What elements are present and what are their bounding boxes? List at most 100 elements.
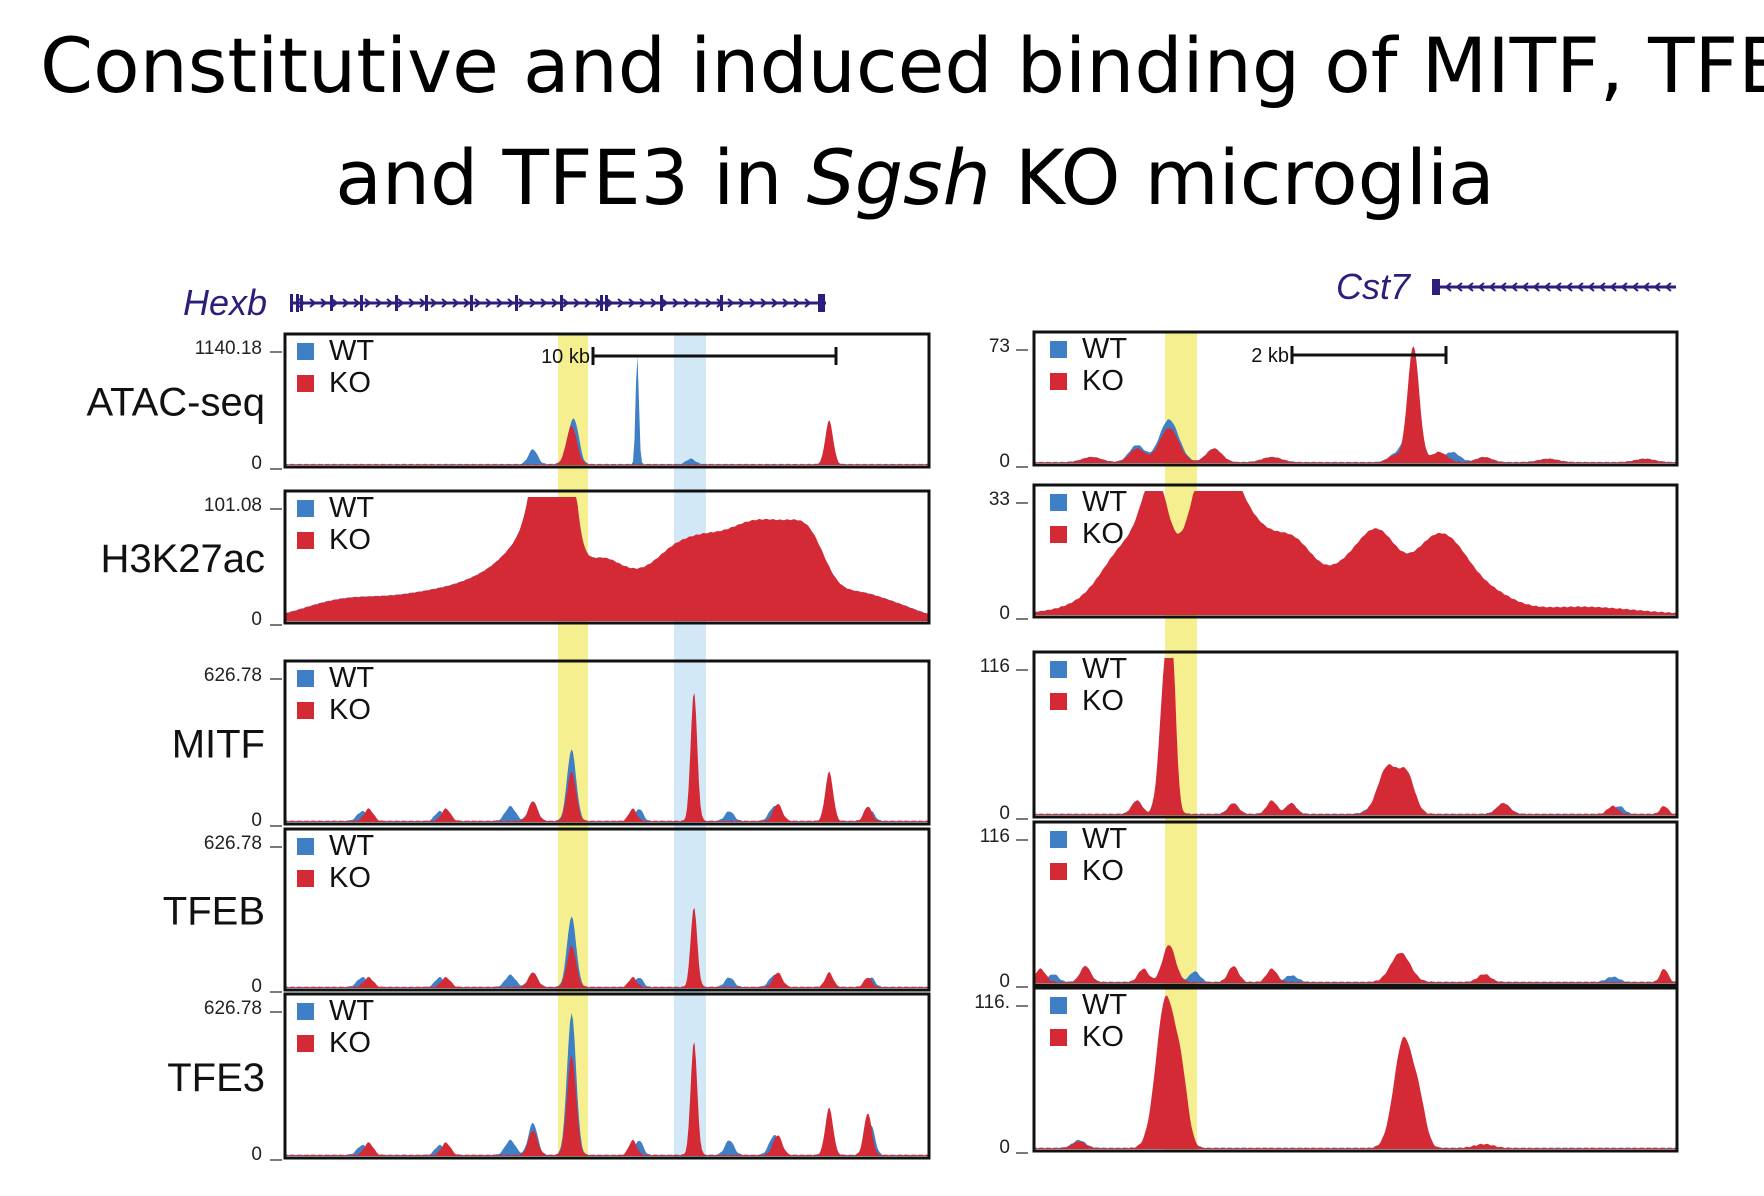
- y-max-label: 626.78: [204, 998, 262, 1019]
- track-label: ATAC-seq: [86, 381, 265, 425]
- strand-arrow: [705, 298, 713, 308]
- gene-exon: [1432, 279, 1440, 295]
- legend-label-ko: KO: [329, 1027, 371, 1059]
- legend-label-ko: KO: [329, 694, 371, 726]
- strand-arrow: [1510, 282, 1518, 292]
- strand-arrow: [1620, 282, 1628, 292]
- legend-swatch-ko: [1050, 526, 1067, 543]
- y-min-label: 0: [251, 609, 262, 630]
- y-max-label: 116: [980, 826, 1010, 847]
- series-ko-area: [1034, 945, 1677, 983]
- gene-exon: [330, 295, 333, 311]
- series-ko-area: [285, 907, 929, 988]
- gene-exon: [425, 295, 428, 311]
- track-frame: [1032, 986, 1679, 1153]
- y-min-label: 0: [251, 453, 262, 474]
- strand-arrow: [353, 298, 361, 308]
- legend-label-wt: WT: [1082, 486, 1127, 518]
- legend-label-ko: KO: [329, 367, 371, 399]
- title-text-1: Constitutive and induced binding of MITF…: [40, 21, 1764, 110]
- series-ko-area: [285, 693, 929, 822]
- gene-name-label: Hexb: [183, 282, 267, 323]
- strand-arrow: [1565, 282, 1573, 292]
- gene-exon: [605, 295, 608, 311]
- series-ko-area: [1034, 658, 1677, 815]
- strand-arrow: [606, 298, 614, 308]
- strand-arrow: [551, 298, 559, 308]
- legend-label-wt: WT: [329, 662, 374, 694]
- title-text-2a: and TFE3 in: [335, 133, 807, 222]
- y-min-label: 0: [999, 803, 1010, 824]
- legend-label-ko: KO: [1082, 1021, 1124, 1053]
- strand-arrow: [1543, 282, 1551, 292]
- strand-arrow: [529, 298, 537, 308]
- strand-arrow: [1532, 282, 1540, 292]
- legend-swatch-wt: [1050, 831, 1067, 848]
- strand-arrow: [1664, 282, 1672, 292]
- strand-arrow: [540, 298, 548, 308]
- y-min-label: 0: [251, 976, 262, 997]
- track-frame: [283, 332, 931, 469]
- y-max-label: 116: [980, 656, 1010, 677]
- strand-arrow: [518, 298, 526, 308]
- track-label: TFE3: [167, 1056, 265, 1100]
- panel-hexb: Hexb1140.180ATAC-seqWTKO101.080H3K27acWT…: [86, 282, 931, 1165]
- slide-title-line-2: and TFE3 in Sgsh KO microglia: [0, 140, 1764, 216]
- legend-swatch-wt: [1050, 661, 1067, 678]
- gene-exon: [660, 295, 663, 311]
- strand-arrow: [1642, 282, 1650, 292]
- gene-exon: [720, 295, 723, 311]
- series-ko-area: [285, 1042, 929, 1156]
- strand-arrow: [386, 298, 394, 308]
- gene-name-label: Cst7: [1336, 266, 1412, 307]
- strand-arrow: [584, 298, 592, 308]
- series-ko-area: [1034, 995, 1677, 1149]
- strand-arrow: [1466, 282, 1474, 292]
- series-wt-area: [285, 916, 929, 988]
- y-min-label: 0: [251, 1144, 262, 1165]
- strand-arrow: [1499, 282, 1507, 292]
- gene-exon: [290, 294, 293, 312]
- legend-label-ko: KO: [1082, 365, 1124, 397]
- legend-swatch-wt: [297, 1003, 314, 1020]
- title-gene-italic: Sgsh: [806, 133, 991, 222]
- strand-arrow: [320, 298, 328, 308]
- y-max-label: 1140.18: [195, 338, 262, 359]
- gene-exon: [296, 294, 299, 312]
- strand-arrow: [1455, 282, 1463, 292]
- series-ko-area: [1034, 491, 1677, 615]
- legend-label-wt: WT: [1082, 989, 1127, 1021]
- strand-arrow: [342, 298, 350, 308]
- legend-label-ko: KO: [329, 524, 371, 556]
- strand-arrow: [573, 298, 581, 308]
- track-frame: [283, 659, 931, 826]
- track-frame: [283, 992, 931, 1160]
- strand-arrow: [749, 298, 757, 308]
- legend-swatch-ko: [1050, 1029, 1067, 1046]
- gene-exon: [395, 295, 398, 311]
- track-label: TFEB: [163, 890, 265, 934]
- strand-arrow: [1609, 282, 1617, 292]
- legend-swatch-ko: [1050, 373, 1067, 390]
- strand-arrow: [1587, 282, 1595, 292]
- strand-arrow: [1521, 282, 1529, 292]
- strand-arrow: [1554, 282, 1562, 292]
- strand-arrow: [397, 298, 405, 308]
- y-min-label: 0: [999, 1137, 1010, 1158]
- legend-swatch-ko: [1050, 693, 1067, 710]
- strand-arrow: [485, 298, 493, 308]
- track-frame: [1032, 650, 1679, 819]
- legend-label-wt: WT: [329, 335, 374, 367]
- legend-label-wt: WT: [329, 830, 374, 862]
- y-max-label: 73: [989, 336, 1010, 357]
- strand-arrow: [1631, 282, 1639, 292]
- strand-arrow: [331, 298, 339, 308]
- legend-label-ko: KO: [1082, 518, 1124, 550]
- legend-swatch-ko: [1050, 863, 1067, 880]
